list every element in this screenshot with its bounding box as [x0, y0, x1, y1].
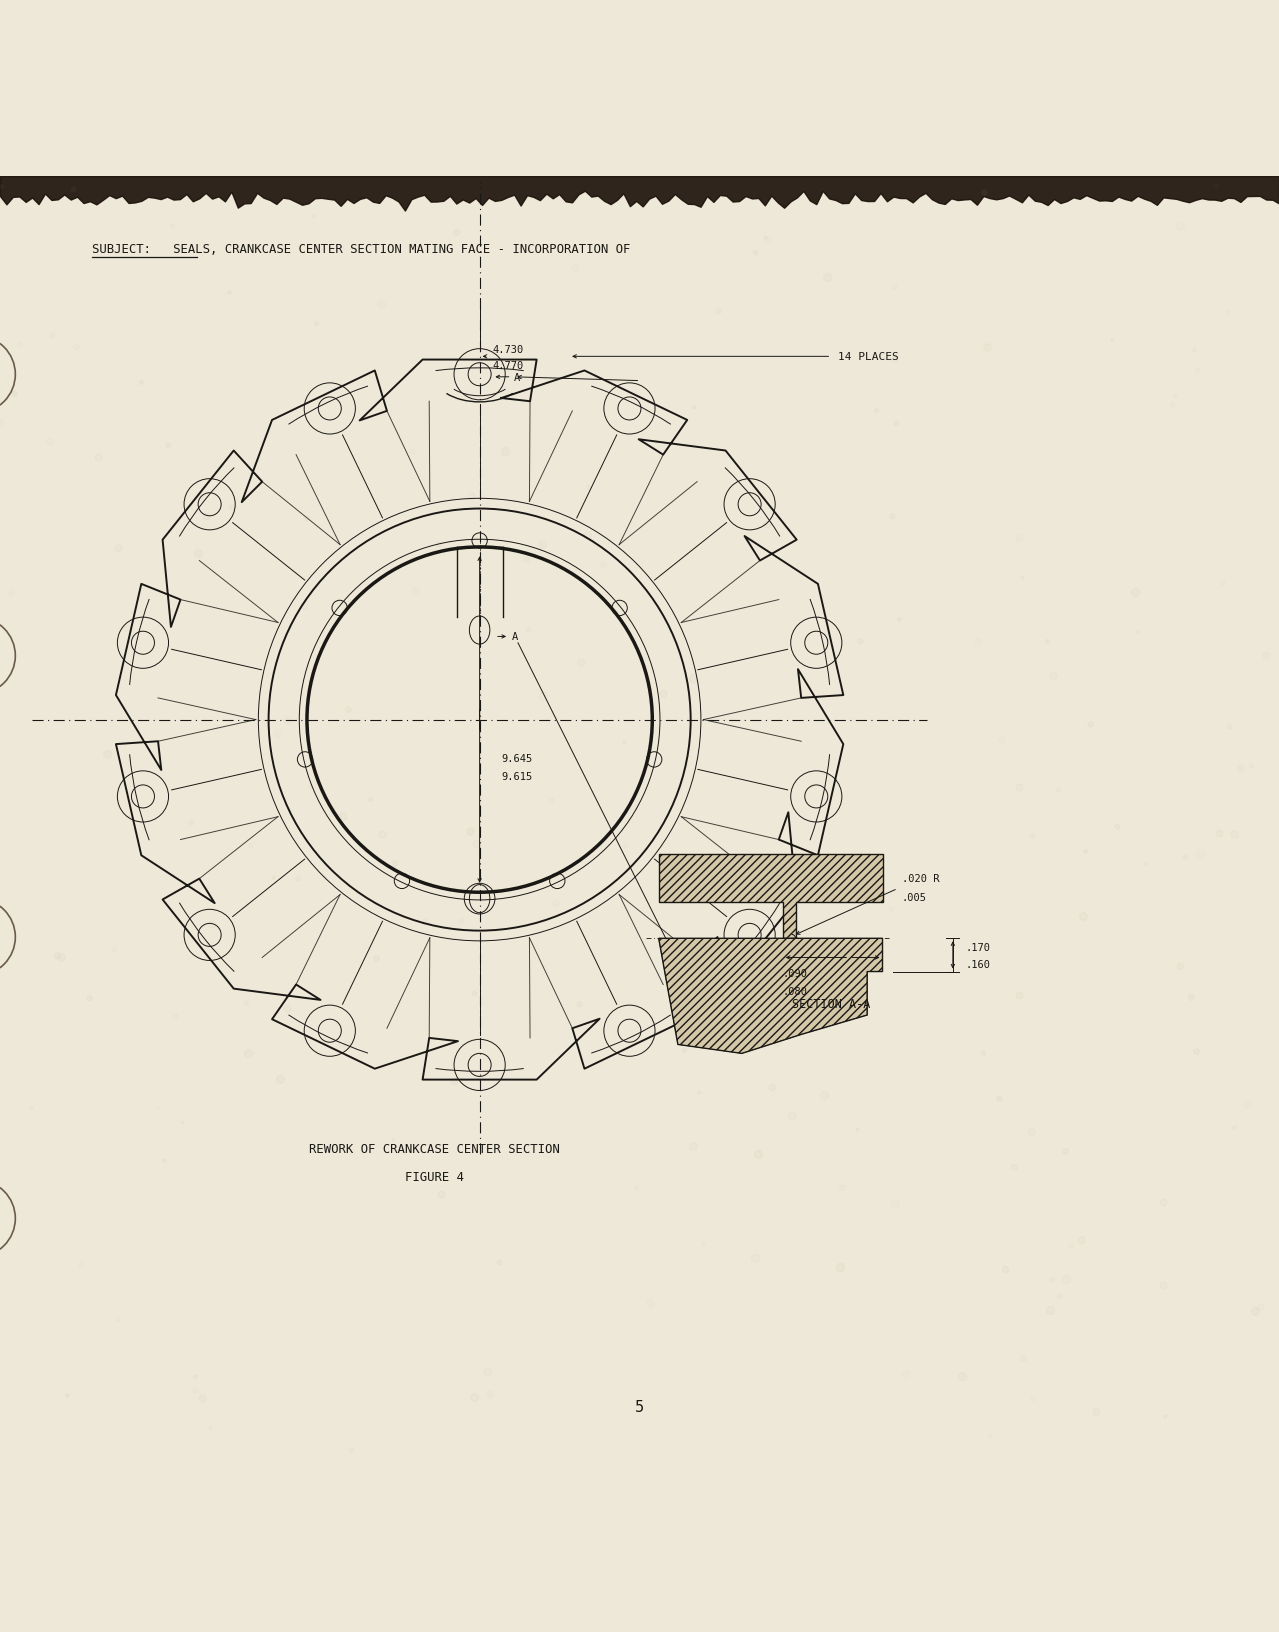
Text: 4.730: 4.730 — [492, 344, 523, 354]
Text: 9.615: 9.615 — [501, 772, 532, 782]
Circle shape — [0, 1180, 15, 1257]
Polygon shape — [659, 938, 883, 1054]
Circle shape — [0, 899, 15, 976]
Polygon shape — [659, 854, 883, 938]
Text: REWORK OF CRANKCASE CENTER SECTION: REWORK OF CRANKCASE CENTER SECTION — [310, 1142, 560, 1155]
Text: 14 PLACES: 14 PLACES — [838, 353, 898, 362]
Text: A: A — [512, 632, 518, 641]
Text: FIGURE 4: FIGURE 4 — [405, 1170, 464, 1183]
Text: .090: .090 — [783, 968, 808, 978]
Text: 5: 5 — [634, 1399, 645, 1413]
Text: .020 R: .020 R — [902, 873, 939, 883]
Text: A: A — [514, 372, 521, 382]
Text: .005: .005 — [902, 893, 927, 902]
Circle shape — [0, 336, 15, 413]
Text: .080: .080 — [783, 986, 808, 996]
Circle shape — [0, 619, 15, 695]
Text: .160: .160 — [966, 960, 991, 969]
Text: 4.770: 4.770 — [492, 361, 523, 370]
Text: SUBJECT:   SEALS, CRANKCASE CENTER SECTION MATING FACE - INCORPORATION OF: SUBJECT: SEALS, CRANKCASE CENTER SECTION… — [92, 243, 631, 256]
Text: SECTION A-A: SECTION A-A — [792, 997, 871, 1010]
Text: 9.645: 9.645 — [501, 754, 532, 764]
Text: .170: .170 — [966, 943, 991, 953]
